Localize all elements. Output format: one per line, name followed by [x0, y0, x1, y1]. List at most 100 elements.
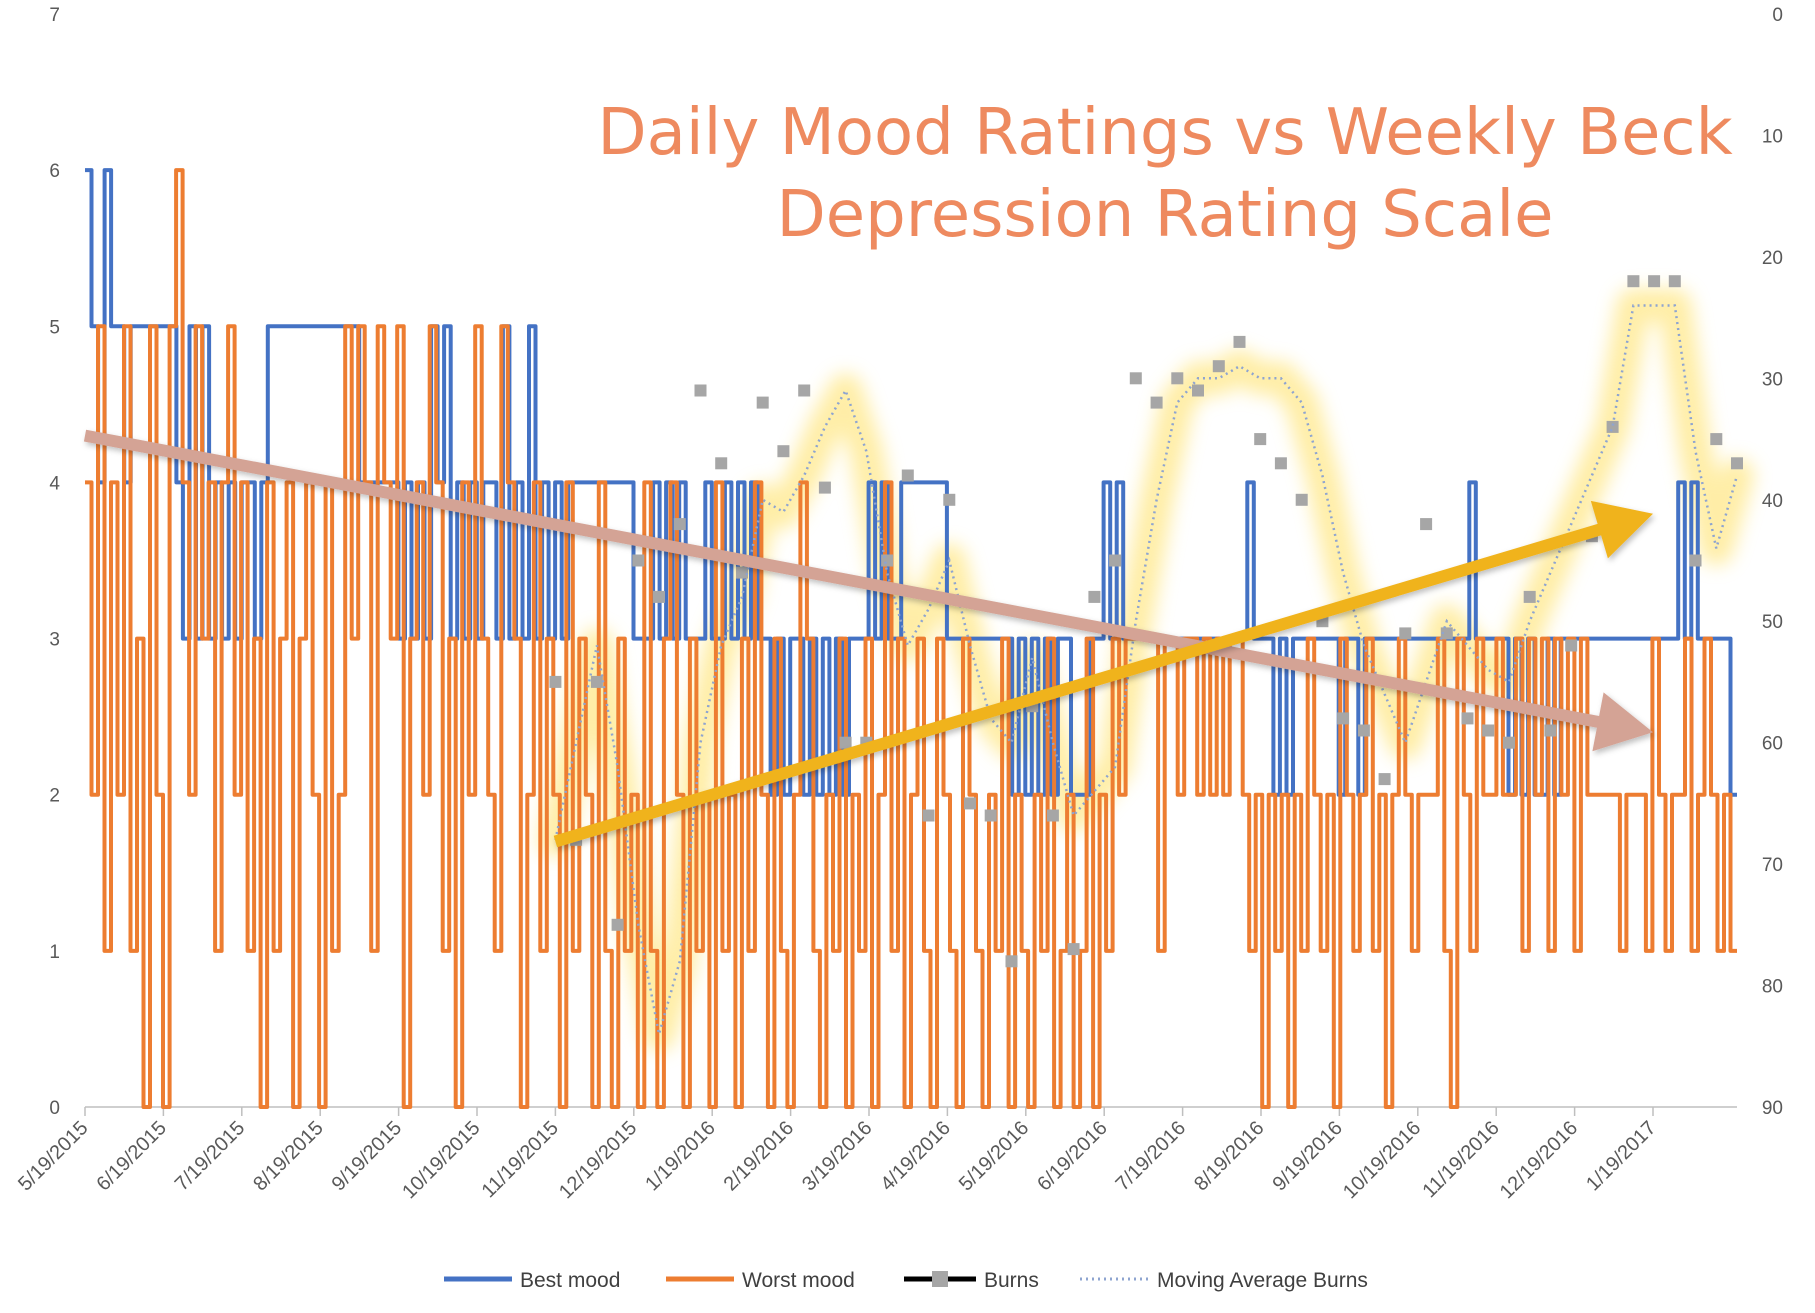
- burns-point: [1689, 554, 1702, 567]
- right-tick-label: 60: [1762, 734, 1783, 755]
- burns-point: [1565, 639, 1578, 652]
- x-tick-label: 7/19/2015: [171, 1117, 249, 1195]
- x-tick-label: 1/19/2016: [641, 1117, 719, 1195]
- burns-point: [1627, 275, 1640, 288]
- burns-point: [1440, 627, 1453, 640]
- legend: Best mood Worst mood Burns Moving Averag…: [444, 1269, 1368, 1292]
- x-tick-label: 8/19/2016: [1190, 1117, 1268, 1195]
- burns-point: [1482, 724, 1495, 737]
- burns-point: [881, 554, 894, 567]
- left-tick-label: 3: [49, 630, 60, 651]
- burns-point: [1150, 396, 1163, 409]
- burns-point: [1731, 457, 1743, 470]
- x-tick-label: 6/19/2015: [92, 1117, 170, 1195]
- burns-point: [964, 797, 976, 810]
- right-tick-label: 50: [1762, 612, 1783, 633]
- burns-point: [1544, 724, 1557, 737]
- x-axis: 5/19/2015 6/19/2015 7/19/2015 8/19/2015 9/19…: [14, 1107, 1661, 1203]
- left-tick-label: 2: [49, 786, 60, 807]
- legend-burns-marker: [932, 1271, 948, 1287]
- x-tick-label: 6/19/2016: [1033, 1117, 1111, 1195]
- right-tick-label: 90: [1762, 1098, 1783, 1119]
- burns-point: [1212, 360, 1225, 373]
- burns-point: [922, 809, 935, 822]
- burns-point: [1192, 384, 1204, 397]
- x-tick-label: 9/19/2016: [1268, 1117, 1346, 1195]
- burns-point: [673, 518, 686, 531]
- trend-arrows: [83, 429, 1654, 848]
- burns-point: [1109, 554, 1122, 567]
- burns-point: [1357, 724, 1370, 737]
- burns-point: [1648, 275, 1661, 288]
- legend-burns-label: Burns: [984, 1269, 1039, 1292]
- burns-point: [1606, 420, 1619, 433]
- burns-point: [653, 590, 665, 603]
- left-tick-label: 1: [49, 942, 60, 963]
- burns-point: [1046, 809, 1059, 822]
- x-tick-label: 11/19/2016: [1418, 1117, 1503, 1202]
- burns-point: [1420, 518, 1433, 531]
- burns-point: [756, 396, 769, 409]
- x-tick-label: 7/19/2016: [1112, 1117, 1190, 1195]
- x-tick-label: 5/19/2015: [14, 1117, 92, 1195]
- right-tick-label: 30: [1762, 369, 1783, 390]
- x-tick-label: 10/19/2015: [398, 1117, 484, 1203]
- right-axis: 0 10 20 30 40 50 60 70 80 90: [1762, 5, 1783, 1119]
- burns-point: [1399, 627, 1412, 640]
- left-tick-label: 0: [49, 1098, 60, 1119]
- right-tick-label: 40: [1762, 491, 1783, 512]
- left-axis: 0 1 2 3 4 5 6 7: [49, 5, 60, 1119]
- burns-point: [1005, 955, 1018, 968]
- burns-point: [1295, 493, 1308, 506]
- burns-point: [1171, 372, 1184, 385]
- burns-point: [632, 554, 645, 567]
- right-tick-label: 0: [1772, 5, 1783, 26]
- burns-markers: [549, 275, 1743, 968]
- burns-point: [839, 736, 852, 749]
- chart-title-line-2: Depression Rating Scale: [777, 178, 1554, 252]
- burns-point: [943, 493, 956, 506]
- trend-arrow-down: [83, 429, 1653, 752]
- burns-point: [777, 445, 790, 458]
- legend-best-label: Best mood: [520, 1269, 620, 1292]
- burns-point: [1668, 275, 1681, 288]
- x-tick-label: 12/19/2015: [555, 1117, 641, 1203]
- burns-point: [1233, 335, 1246, 348]
- x-tick-label: 3/19/2016: [798, 1117, 876, 1195]
- burns-point: [715, 457, 728, 470]
- x-tick-label: 11/19/2015: [478, 1117, 563, 1202]
- right-tick-label: 70: [1762, 855, 1783, 876]
- right-tick-label: 80: [1762, 977, 1783, 998]
- burns-point: [1337, 712, 1350, 725]
- burns-point: [901, 469, 914, 482]
- burns-point: [1523, 590, 1536, 603]
- burns-point: [1067, 943, 1080, 956]
- x-tick-label: 9/19/2015: [328, 1117, 406, 1195]
- x-tick-label: 2/19/2016: [720, 1117, 798, 1195]
- x-tick-label: 8/19/2015: [249, 1117, 327, 1195]
- right-tick-label: 20: [1762, 248, 1783, 269]
- burns-point: [1503, 736, 1515, 749]
- left-tick-label: 5: [49, 317, 60, 338]
- burns-point: [1378, 773, 1391, 786]
- left-tick-label: 4: [49, 473, 60, 494]
- burns-point: [798, 384, 811, 397]
- x-tick-label: 12/19/2016: [1496, 1117, 1582, 1203]
- burns-point: [1129, 372, 1142, 385]
- left-tick-label: 7: [49, 5, 60, 26]
- x-tick-label: 1/19/2017: [1582, 1117, 1660, 1195]
- burns-point: [1710, 433, 1723, 446]
- series-moving-average-burns-line: [554, 304, 1739, 1035]
- chart-title-line-1: Daily Mood Ratings vs Weekly Beck: [597, 96, 1732, 170]
- burns-point: [590, 675, 603, 688]
- burns-point: [1274, 457, 1287, 470]
- burns-point: [694, 384, 707, 397]
- burns-point: [549, 675, 562, 688]
- right-tick-label: 10: [1762, 126, 1783, 147]
- x-tick-label: 10/19/2016: [1339, 1117, 1425, 1203]
- burns-point: [1088, 590, 1101, 603]
- x-tick-label: 4/19/2016: [876, 1117, 954, 1195]
- trend-arrow-up: [553, 500, 1654, 848]
- moving-average-line: [554, 304, 1739, 1035]
